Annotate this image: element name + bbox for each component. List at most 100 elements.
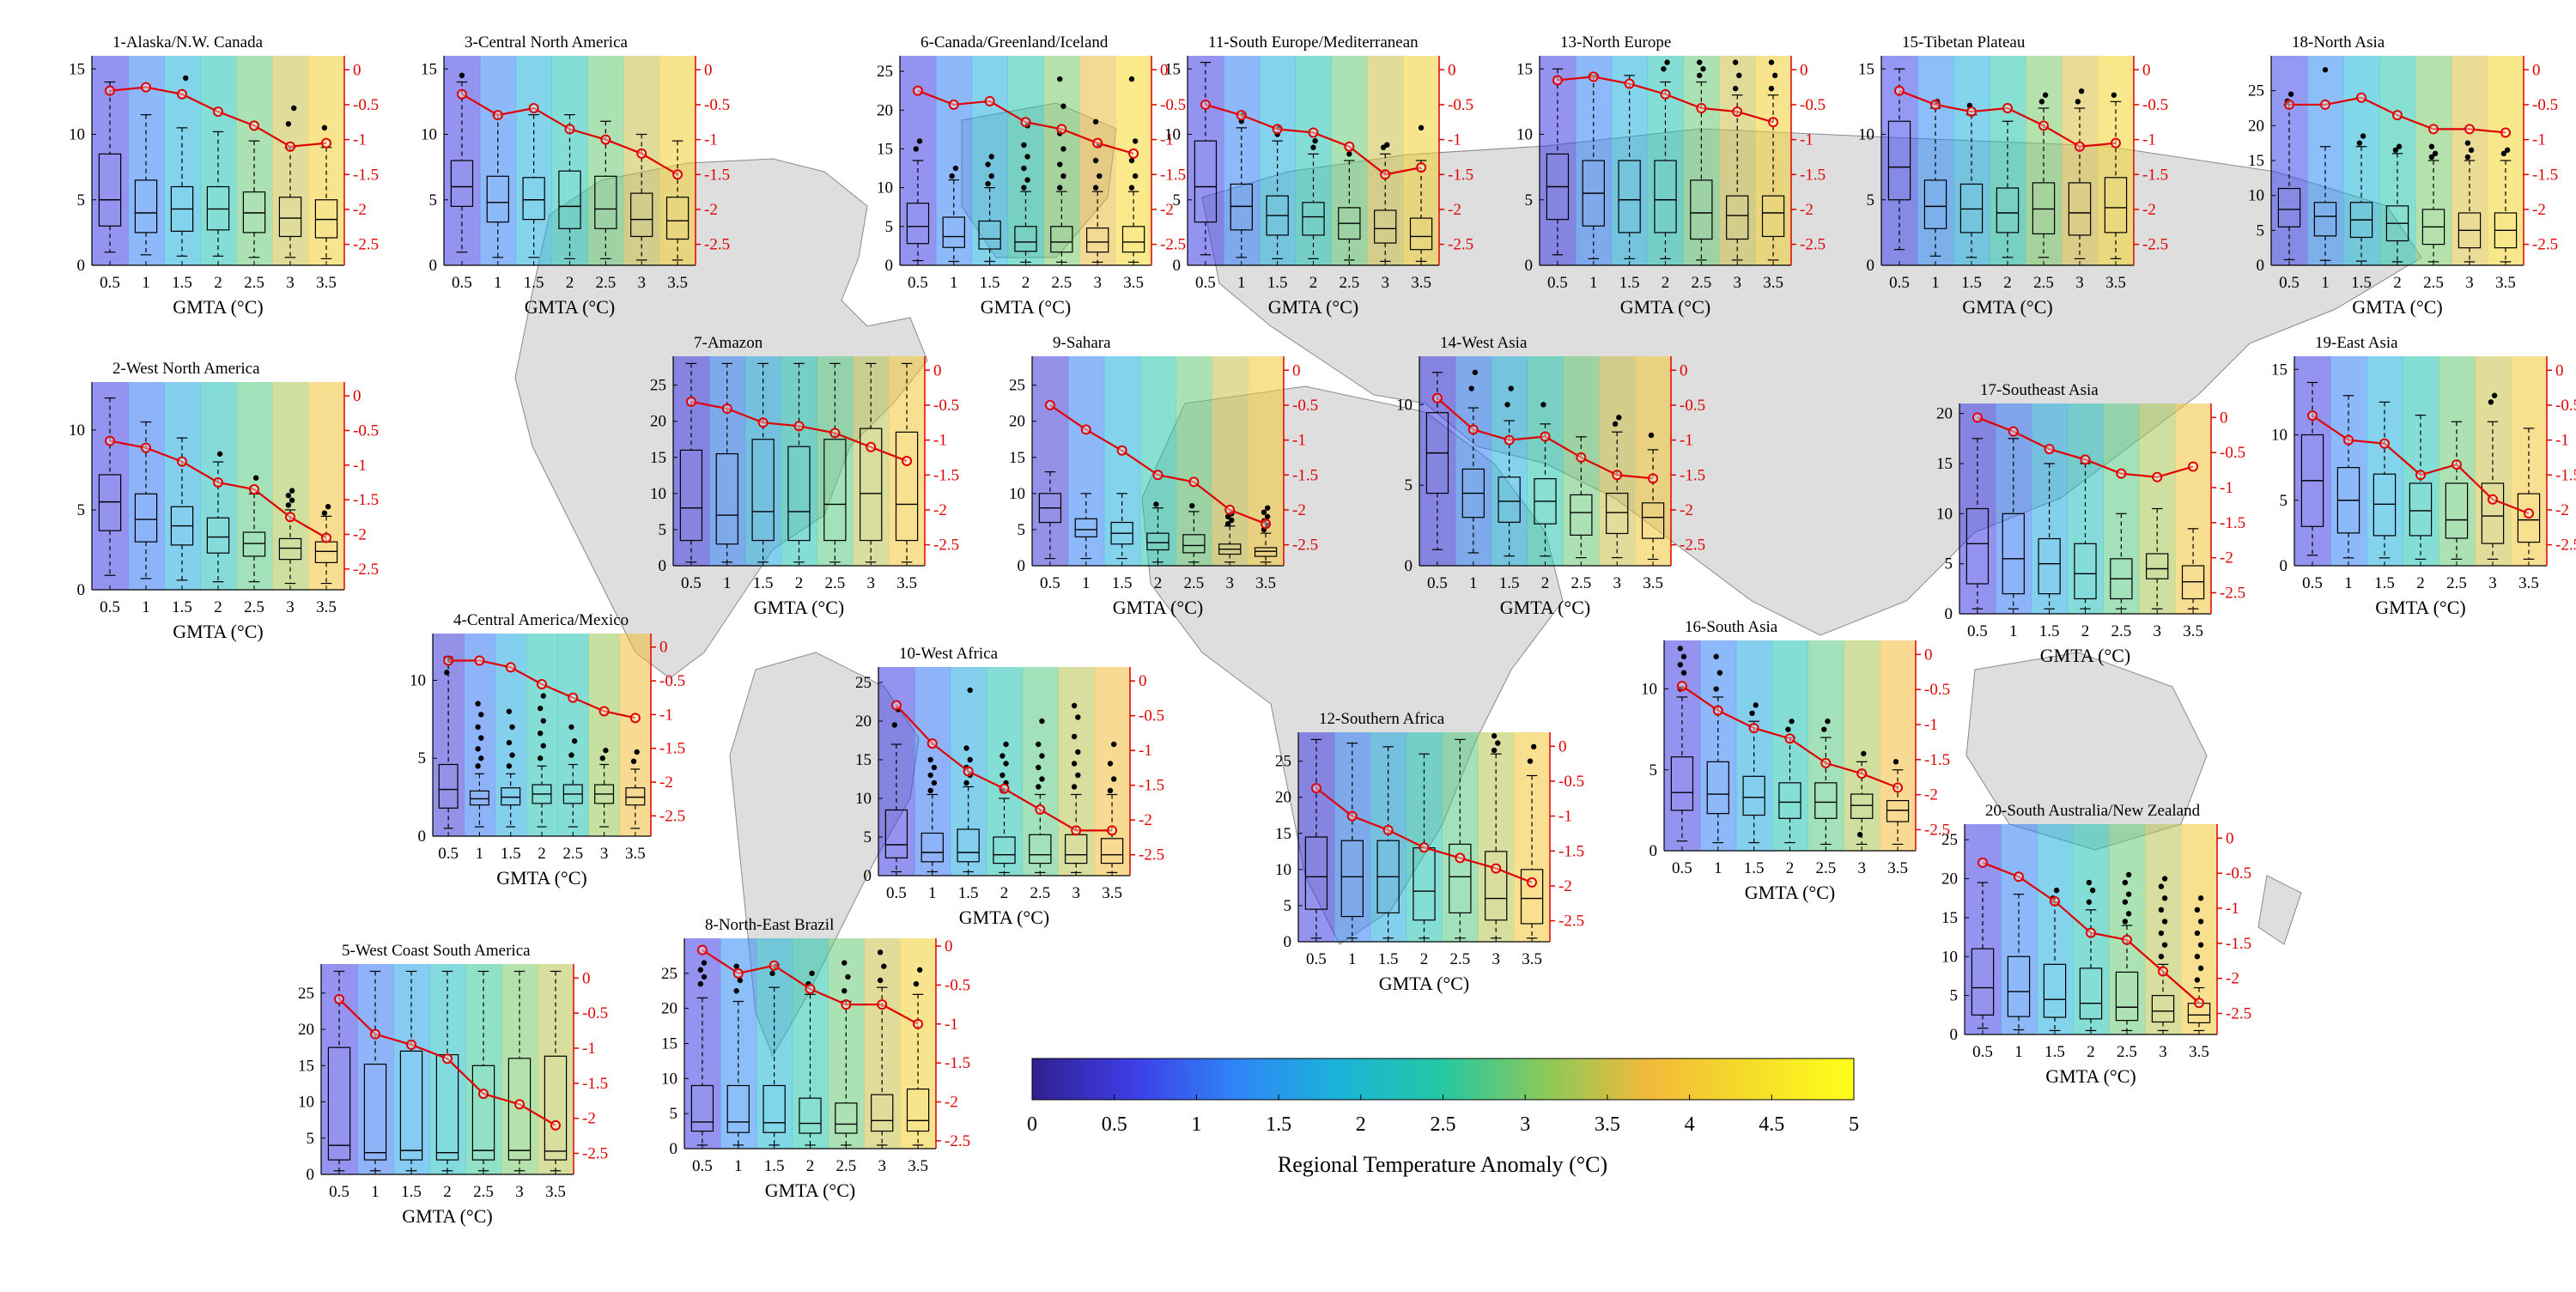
y2-tick-label: -2 — [1139, 811, 1152, 829]
median-change-marker — [2415, 470, 2426, 481]
median-change-marker — [474, 655, 485, 666]
box-outlier — [963, 779, 969, 786]
x-tick-label: 1 — [928, 884, 937, 902]
y-tick-label: 5 — [1867, 191, 1875, 209]
x-tick-label: 3.5 — [2495, 274, 2516, 292]
box-outlier — [1057, 161, 1063, 167]
y2-tick-label: -1.5 — [1558, 842, 1584, 860]
x-tick-label: 2.5 — [473, 1183, 494, 1201]
median-change-marker — [1128, 148, 1139, 159]
y-tick-label: 15 — [1164, 60, 1181, 78]
panel-17: 17-Southeast Asia 0 5 10 15 20 0 -0.5 -1 -1.5 -2 -2… — [1936, 381, 2245, 666]
box-iqr — [1014, 226, 1037, 252]
temperature-band — [1478, 732, 1515, 942]
box-iqr — [2313, 202, 2337, 237]
box-iqr — [363, 1063, 387, 1161]
box-outlier — [1021, 185, 1027, 191]
box-outlier — [1491, 733, 1498, 739]
box-outlier — [2194, 907, 2201, 913]
box-iqr — [2372, 473, 2397, 537]
panel-title: 4-Central America/Mexico — [453, 611, 629, 629]
y2-tick-label: 0 — [2226, 829, 2234, 847]
temperature-band — [465, 964, 502, 1174]
x-tick-label: 3 — [2488, 574, 2497, 592]
box-iqr — [978, 220, 1001, 250]
x-tick-label: 2.5 — [1051, 274, 1072, 292]
y-tick-label: 0 — [1945, 605, 1953, 623]
box-outlier — [1071, 702, 1078, 709]
box-iqr — [630, 192, 653, 238]
box-outlier — [1057, 185, 1063, 191]
box-outlier — [1036, 784, 1042, 790]
box-outlier — [2500, 150, 2507, 157]
box-outlier — [999, 772, 1005, 779]
box-outlier — [701, 960, 708, 966]
median-change-line — [1899, 89, 2117, 148]
y2-tick-label: -0.5 — [945, 976, 970, 994]
panel-title: 1-Alaska/N.W. Canada — [112, 33, 264, 52]
box-outlier — [2089, 887, 2096, 894]
y-tick-label: 25 — [877, 63, 893, 81]
y2-tick-label: -2 — [1448, 201, 1461, 219]
box-outlier — [1003, 741, 1009, 748]
box-outlier — [1128, 157, 1135, 164]
y2-tick-label: -0.5 — [2220, 444, 2245, 462]
box-outlier — [2158, 907, 2165, 913]
median-change-marker — [902, 456, 913, 466]
temperature-band — [914, 667, 951, 876]
panel-9: 9-Sahara 0 5 10 15 20 25 0 -0.5 -1 -1.5 -2 -2.5 0.5 1 1… — [1009, 334, 1318, 618]
y2-tick-label: -1.5 — [659, 740, 685, 758]
box-outlier — [509, 752, 515, 758]
box-outlier — [2158, 930, 2165, 937]
median-change-marker — [537, 679, 547, 689]
box-outlier — [1495, 740, 1501, 746]
temperature-band — [272, 56, 309, 265]
panel-3: 3-Central North America 0 5 10 15 0 -0.5 -1 -1.5… — [421, 33, 730, 318]
box-iqr — [1886, 799, 1910, 822]
median-change-marker — [1382, 824, 1394, 835]
box-iqr — [1074, 518, 1097, 537]
y2-tick-label: -1 — [1924, 716, 1938, 734]
y-tick-label: 0 — [659, 557, 667, 575]
y2-tick-label: 0 — [2220, 409, 2228, 427]
box-outlier — [2197, 919, 2204, 925]
temperature-band — [1043, 56, 1080, 265]
median-change-marker — [1044, 399, 1055, 410]
box-iqr — [1690, 179, 1713, 240]
median-change-marker — [1080, 424, 1091, 435]
median-change-marker — [912, 85, 923, 96]
box-iqr — [1254, 547, 1278, 557]
median-change-marker — [1236, 110, 1247, 121]
median-change-marker — [636, 148, 647, 159]
y-tick-label: 10 — [1396, 396, 1413, 414]
y2-tick-label: -0.5 — [353, 96, 379, 114]
box-outlier — [2161, 895, 2168, 901]
y-tick-label: 0 — [1950, 1026, 1959, 1044]
box-outlier — [2491, 392, 2498, 398]
box-iqr — [895, 431, 919, 542]
panel-10: 10-West Africa 0 5 10 15 20 25 0 -0.5 -1 -1.5 -2 -2.… — [855, 645, 1164, 928]
temperature-band — [781, 356, 817, 566]
box-iqr — [1965, 507, 1990, 585]
temperature-band — [501, 964, 538, 1174]
x-tick-label: 2.5 — [2117, 1043, 2137, 1061]
box-iqr — [1409, 217, 1433, 251]
box-outlier — [697, 980, 704, 987]
y2-tick-label: -2.5 — [582, 1145, 608, 1163]
x-tick-label: 2.5 — [595, 274, 616, 292]
x-tick-label: 1 — [723, 574, 732, 592]
y2-tick-label: -1.5 — [1680, 466, 1705, 484]
y-tick-label: 0 — [864, 867, 872, 885]
temperature-band — [2103, 403, 2140, 614]
x-tick-label: 3.5 — [1255, 574, 1276, 592]
box-iqr — [625, 787, 646, 806]
y-tick-label: 15 — [69, 60, 85, 78]
median-change-marker — [2194, 998, 2204, 1009]
x-tick-label: 0.5 — [1040, 574, 1060, 592]
box-outlier — [444, 670, 450, 676]
temperature-band — [538, 964, 574, 1174]
y-tick-label: 20 — [1275, 789, 1291, 807]
temperature-band — [464, 634, 496, 836]
y-tick-label: 5 — [1018, 521, 1026, 539]
box-outlier — [891, 722, 898, 728]
